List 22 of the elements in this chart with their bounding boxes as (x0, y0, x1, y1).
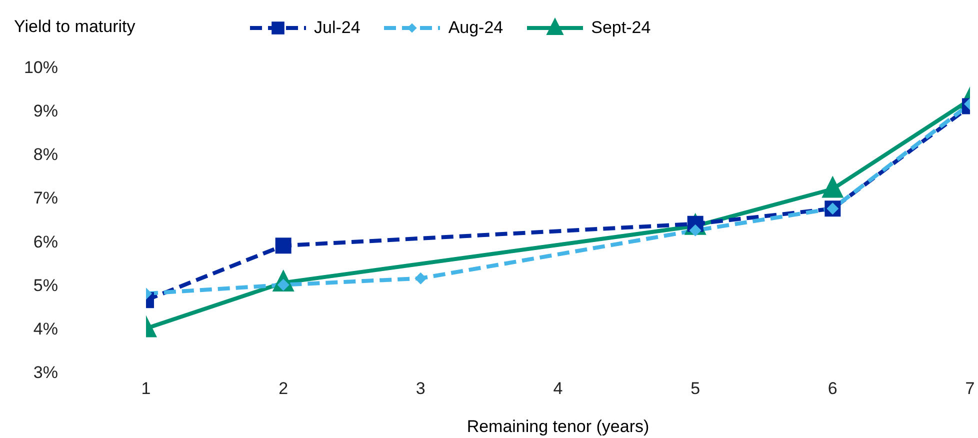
y-tick-label: 10% (24, 58, 58, 77)
point (414, 272, 427, 284)
y-tick-label: 7% (33, 188, 58, 208)
y-tick-label: 4% (33, 319, 58, 338)
x-tick-label: 7 (965, 379, 975, 398)
x-axis-title: Remaining tenor (years) (466, 417, 650, 437)
y-tick-label: 8% (33, 145, 58, 164)
x-tick-label: 1 (141, 379, 151, 398)
x-tick-label: 6 (828, 379, 838, 398)
legend-label: Aug-24 (448, 18, 504, 38)
y-tick-label: 6% (33, 232, 58, 252)
x-tick-label: 2 (278, 379, 288, 398)
y-tick-label: 5% (33, 276, 58, 295)
legend-label: Jul-24 (314, 18, 360, 38)
x-tick-label: 5 (690, 379, 700, 398)
y-axis-title: Yield to maturity (14, 17, 136, 37)
x-tick-label: 4 (553, 379, 563, 398)
y-tick-label: 3% (33, 363, 58, 382)
legend-label: Sept-24 (591, 18, 651, 38)
y-tick-label: 9% (33, 102, 58, 121)
point (689, 224, 702, 236)
x-tick-label: 3 (416, 379, 426, 398)
